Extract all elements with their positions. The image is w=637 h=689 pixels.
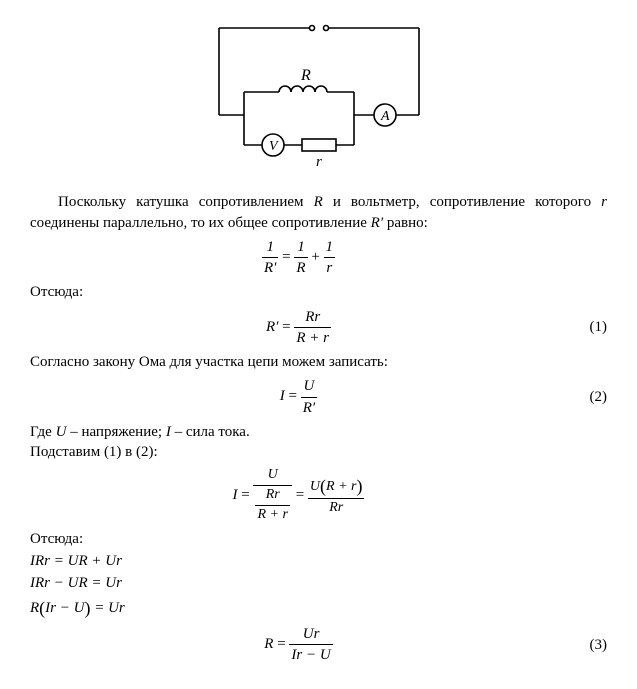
- equation-1: R′ = RrR + r (1): [30, 307, 607, 349]
- p1-R: R: [314, 194, 323, 210]
- eq-number-3: (3): [567, 635, 607, 655]
- paragraph-4: Где U – напряжение; I – сила тока.: [30, 422, 607, 442]
- circuit-diagram: R r A V: [30, 10, 607, 186]
- paragraph-1: Поскольку катушка сопротивлением R и вол…: [30, 192, 607, 233]
- derivation-3: R(Ir − U) = Ur: [30, 596, 607, 620]
- label-R: R: [300, 67, 311, 84]
- label-V: V: [269, 139, 279, 154]
- label-A: A: [380, 109, 390, 124]
- p1-r: r: [601, 194, 607, 210]
- equation-2: I = UR′ (2): [30, 376, 607, 418]
- p1-d: равно:: [383, 215, 428, 231]
- derivation-1: IRr = UR + Ur: [30, 551, 607, 571]
- eq-number-1: (1): [567, 317, 607, 337]
- p1-a: Поскольку катушка сопротивлением: [58, 194, 314, 210]
- paragraph-2: Отсюда:: [30, 282, 607, 302]
- equation-4: R = UrIr − U (3): [30, 624, 607, 666]
- equation-parallel-inverse: 1R′ = 1R + 1r: [30, 237, 607, 279]
- paragraph-6: Отсюда:: [30, 529, 607, 549]
- p1-Rprime: R′: [371, 215, 383, 231]
- p1-b: и вольтметр, сопротивление которого: [323, 194, 601, 210]
- p1-c: соединены параллельно, то их общее сопро…: [30, 215, 371, 231]
- equation-3: I = U RrR + r = U((R + r)R + r) Rr: [30, 466, 607, 525]
- eq-number-2: (2): [567, 387, 607, 407]
- label-r: r: [316, 154, 322, 170]
- derivation-2: IRr − UR = Ur: [30, 573, 607, 593]
- paragraph-5: Подставим (1) в (2):: [30, 442, 607, 462]
- paragraph-3: Согласно закону Ома для участка цепи мож…: [30, 352, 607, 372]
